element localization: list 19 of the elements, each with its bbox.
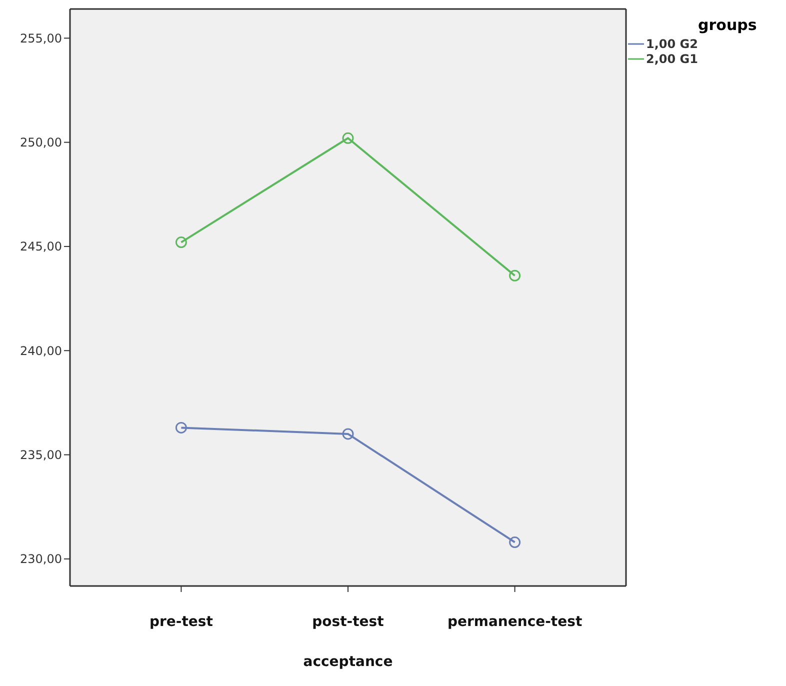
point bbox=[509, 270, 521, 282]
point bbox=[175, 422, 187, 434]
point bbox=[342, 428, 354, 440]
legend-title: groups bbox=[698, 16, 758, 34]
y-tick-label: 250,00 bbox=[20, 136, 62, 150]
point bbox=[509, 536, 521, 548]
y-tick-label: 245,00 bbox=[20, 240, 62, 254]
x-tick-label: permanence-test bbox=[447, 614, 582, 630]
y-tick-label: 240,00 bbox=[20, 344, 62, 358]
y-tick-label: 230,00 bbox=[20, 552, 62, 566]
legend-label: 2,00 G1 bbox=[646, 52, 698, 66]
y-tick-label: 235,00 bbox=[20, 448, 62, 462]
x-tick-label: pre-test bbox=[149, 614, 214, 630]
y-tick-label: 255,00 bbox=[20, 31, 62, 46]
legend-label: 1,00 G2 bbox=[646, 36, 698, 50]
point bbox=[175, 236, 187, 248]
point bbox=[342, 132, 354, 144]
x-tick-label: post-test bbox=[312, 614, 384, 630]
x-axis-title: acceptance bbox=[303, 654, 393, 670]
